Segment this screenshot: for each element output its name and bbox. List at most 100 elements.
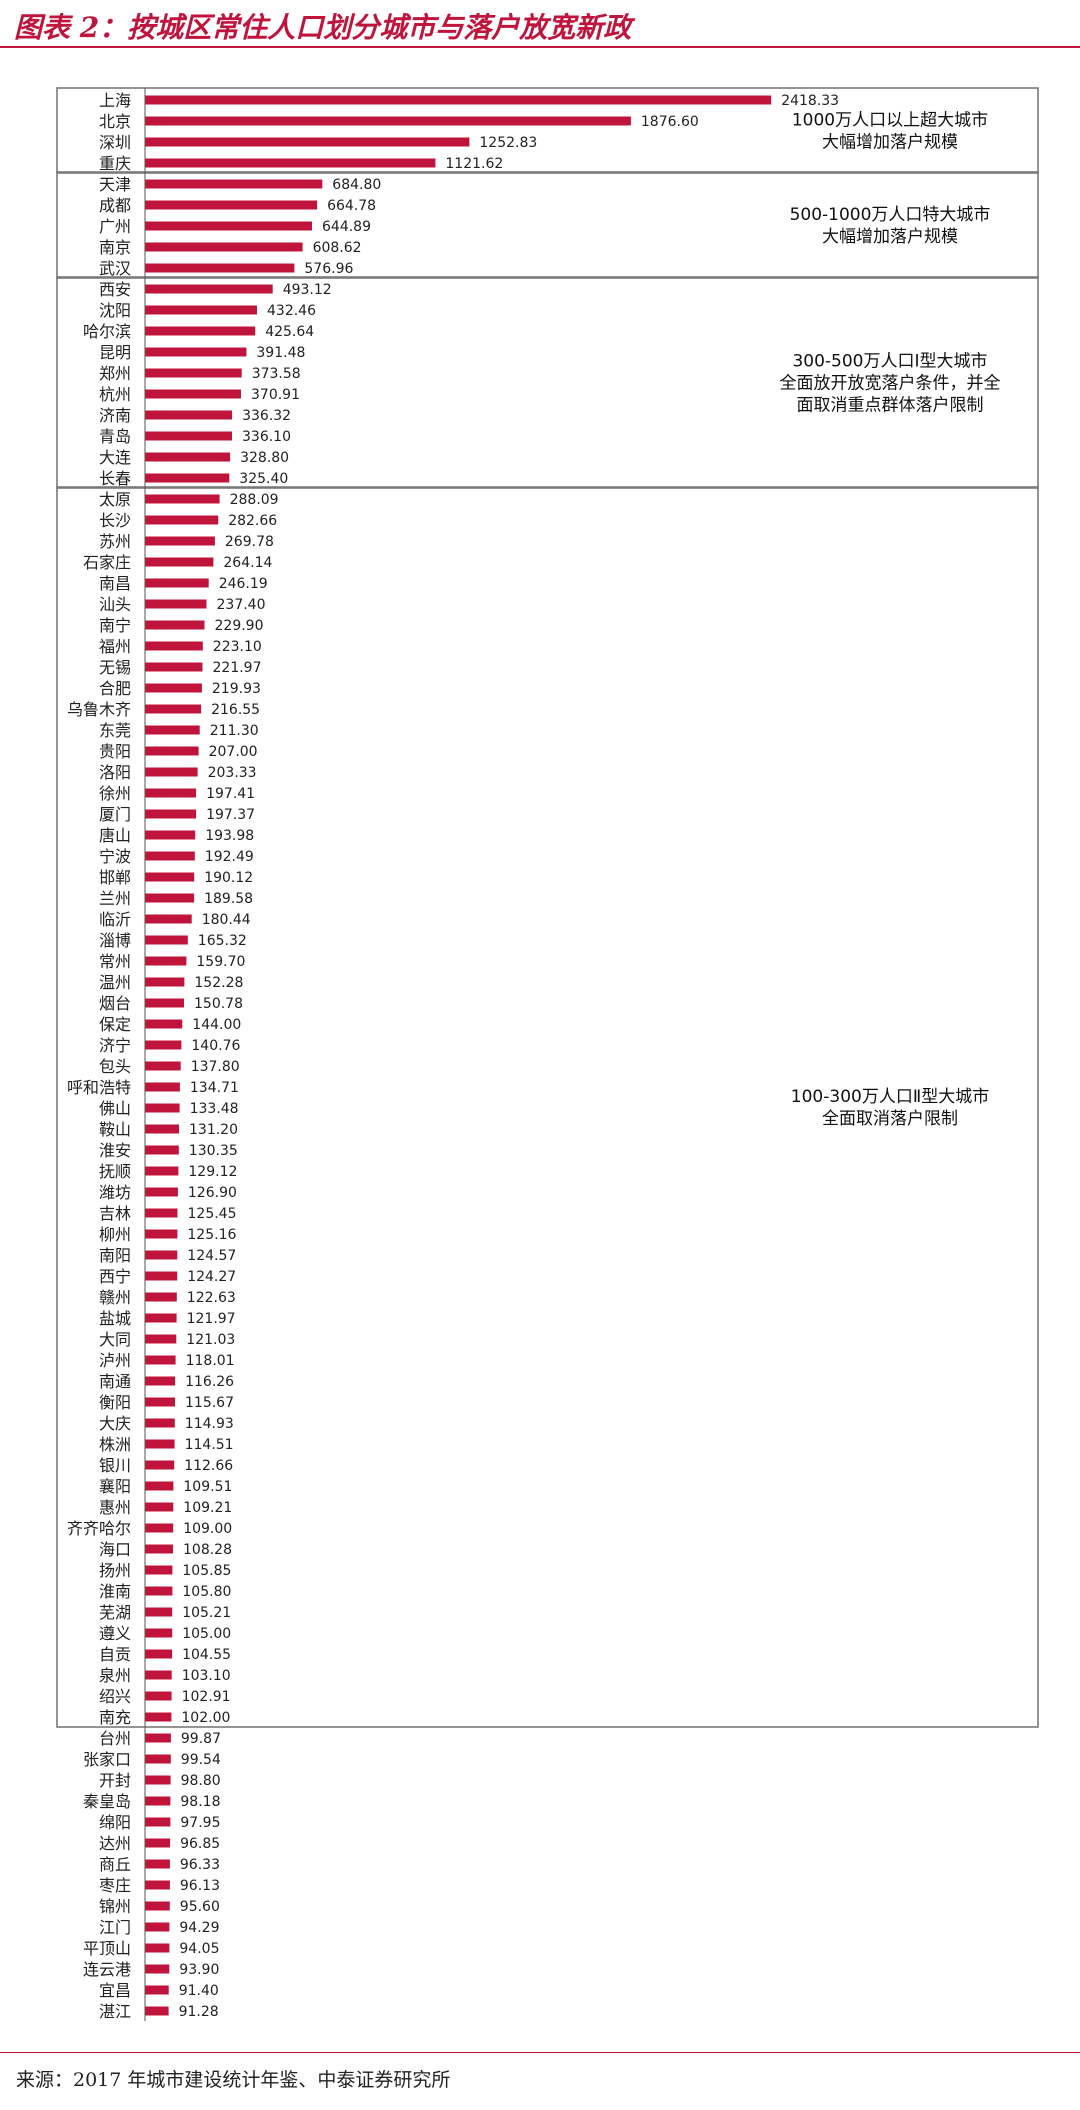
bar xyxy=(145,1481,174,1491)
bars xyxy=(144,88,772,2021)
category-label: 杭州 xyxy=(99,385,131,404)
bar xyxy=(145,809,197,819)
category-label: 徐州 xyxy=(99,784,131,803)
category-label: 株洲 xyxy=(99,1435,131,1454)
bar xyxy=(145,1250,178,1260)
category-label: 自贡 xyxy=(99,1645,131,1664)
category-label: 泸州 xyxy=(99,1351,131,1370)
source-rule xyxy=(0,2052,1080,2053)
value-label: 114.93 xyxy=(185,1416,234,1432)
category-label: 包头 xyxy=(99,1057,131,1076)
bar xyxy=(145,683,202,693)
value-label: 325.40 xyxy=(239,471,288,487)
bar xyxy=(145,1796,171,1806)
bar xyxy=(145,641,203,651)
category-label: 潍坊 xyxy=(99,1183,131,1202)
category-label: 福州 xyxy=(99,637,131,656)
value-label: 221.97 xyxy=(213,660,262,676)
category-label: 哈尔滨 xyxy=(83,322,131,341)
category-labels: 上海北京深圳重庆天津成都广州南京武汉西安沈阳哈尔滨昆明郑州杭州济南青岛大连长春太… xyxy=(67,91,131,2021)
value-label: 121.03 xyxy=(186,1332,235,1348)
category-label: 台州 xyxy=(99,1729,131,1748)
value-label: 93.90 xyxy=(179,1962,219,1978)
bar xyxy=(145,1586,173,1596)
group-annotation-line: 大幅增加落户规模 xyxy=(822,227,958,247)
bar xyxy=(145,1292,177,1302)
value-label: 197.41 xyxy=(206,786,255,802)
bar xyxy=(145,1880,170,1890)
value-label: 96.33 xyxy=(180,1857,220,1873)
bar xyxy=(145,1565,173,1575)
bar xyxy=(145,389,241,399)
category-label: 扬州 xyxy=(99,1561,131,1580)
category-label: 天津 xyxy=(99,175,131,194)
value-label: 108.28 xyxy=(183,1542,232,1558)
value-label: 116.26 xyxy=(185,1374,234,1390)
bar xyxy=(145,1754,171,1764)
category-label: 盐城 xyxy=(99,1309,131,1328)
bar xyxy=(145,1376,176,1386)
bar xyxy=(145,1859,170,1869)
bar xyxy=(145,599,207,609)
bar xyxy=(145,1607,173,1617)
value-label: 125.45 xyxy=(188,1206,237,1222)
value-label: 190.12 xyxy=(204,870,253,886)
value-label: 133.48 xyxy=(190,1101,239,1117)
value-label: 189.58 xyxy=(204,891,253,907)
value-label: 493.12 xyxy=(283,282,332,298)
bar xyxy=(145,1544,173,1554)
bar xyxy=(145,1943,170,1953)
value-label: 102.91 xyxy=(182,1689,231,1705)
group-annotation-line: 全面取消落户限制 xyxy=(822,1109,958,1129)
value-label: 203.33 xyxy=(208,765,257,781)
bar xyxy=(145,1901,170,1911)
category-label: 平顶山 xyxy=(83,1939,131,1958)
bar xyxy=(145,1229,178,1239)
value-label: 219.93 xyxy=(212,681,261,697)
value-label: 105.21 xyxy=(182,1605,231,1621)
category-label: 商丘 xyxy=(99,1855,131,1874)
value-label: 159.70 xyxy=(196,954,245,970)
category-label: 成都 xyxy=(99,196,131,215)
group-box xyxy=(56,486,1039,1728)
category-label: 大同 xyxy=(99,1330,131,1349)
value-label: 103.10 xyxy=(182,1668,231,1684)
bar xyxy=(145,1271,178,1281)
category-label: 石家庄 xyxy=(83,553,131,572)
bar xyxy=(145,263,295,273)
bar xyxy=(145,536,215,546)
category-label: 北京 xyxy=(99,112,131,131)
bar xyxy=(145,725,200,735)
value-label: 137.80 xyxy=(191,1059,240,1075)
value-label: 140.76 xyxy=(191,1038,240,1054)
value-label: 109.21 xyxy=(183,1500,232,1516)
category-label: 齐齐哈尔 xyxy=(67,1519,131,1538)
value-label: 328.80 xyxy=(240,450,289,466)
group-boxes xyxy=(56,87,1039,1728)
category-label: 绍兴 xyxy=(99,1687,131,1706)
bar xyxy=(145,368,242,378)
bar xyxy=(145,1670,172,1680)
bar xyxy=(145,1649,173,1659)
bar xyxy=(145,200,318,210)
value-label: 391.48 xyxy=(256,345,305,361)
bar xyxy=(145,767,198,777)
category-label: 济南 xyxy=(99,406,131,425)
bar xyxy=(145,1838,171,1848)
value-label: 109.51 xyxy=(183,1479,232,1495)
bar xyxy=(145,305,257,315)
category-label: 大庆 xyxy=(99,1414,131,1433)
category-label: 南通 xyxy=(99,1372,131,1391)
group-annotation-line: 全面放开放宽落户条件，并全 xyxy=(780,374,1001,394)
bar xyxy=(145,1208,178,1218)
value-label: 130.35 xyxy=(189,1143,238,1159)
value-label: 664.78 xyxy=(327,198,376,214)
category-label: 淮安 xyxy=(99,1141,131,1160)
value-label: 126.90 xyxy=(188,1185,237,1201)
category-label: 开封 xyxy=(99,1771,131,1790)
category-label: 汕头 xyxy=(99,595,131,614)
bar xyxy=(145,1355,176,1365)
value-label: 197.37 xyxy=(206,807,255,823)
bar xyxy=(145,1964,170,1974)
bar xyxy=(145,935,188,945)
